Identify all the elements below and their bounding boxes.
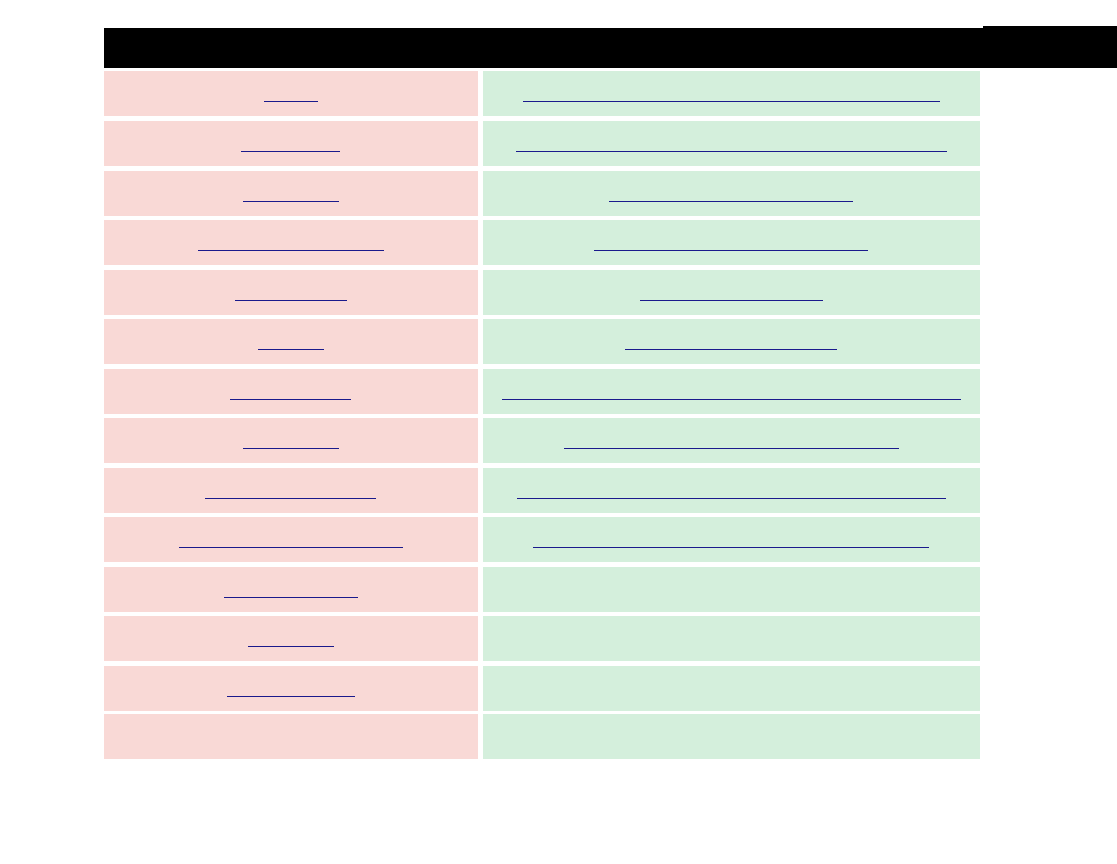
right-cell [483, 714, 980, 759]
left-cell [104, 666, 478, 711]
right-cell [483, 220, 980, 265]
right-cell [483, 666, 980, 711]
link[interactable] [243, 448, 339, 449]
link[interactable] [640, 300, 823, 301]
right-cell [483, 468, 980, 513]
link[interactable] [230, 399, 351, 400]
right-cell [483, 121, 980, 166]
link[interactable] [502, 399, 961, 400]
left-cell [104, 270, 478, 315]
left-cell [104, 714, 478, 759]
link[interactable] [241, 151, 340, 152]
left-cell [104, 220, 478, 265]
right-cell [483, 567, 980, 612]
left-cell [104, 71, 478, 116]
link[interactable] [224, 597, 358, 598]
link[interactable] [205, 498, 376, 499]
left-cell [104, 369, 478, 414]
left-cell [104, 517, 478, 562]
left-cell [104, 171, 478, 216]
left-cell [104, 468, 478, 513]
link[interactable] [516, 151, 947, 152]
right-cell [483, 616, 980, 661]
left-cell [104, 121, 478, 166]
link[interactable] [625, 349, 837, 350]
left-cell [104, 616, 478, 661]
link[interactable] [264, 101, 318, 102]
left-cell [104, 567, 478, 612]
link[interactable] [517, 498, 946, 499]
link[interactable] [227, 696, 355, 697]
link[interactable] [198, 250, 384, 251]
link[interactable] [258, 349, 324, 350]
right-cell [483, 418, 980, 463]
header-corner [983, 26, 1117, 68]
right-cell [483, 71, 980, 116]
link[interactable] [248, 646, 334, 647]
left-cell [104, 319, 478, 364]
link[interactable] [235, 300, 347, 301]
link[interactable] [564, 448, 899, 449]
right-cell [483, 369, 980, 414]
link[interactable] [523, 101, 940, 102]
right-cell [483, 270, 980, 315]
right-cell [483, 319, 980, 364]
right-cell [483, 171, 980, 216]
link[interactable] [179, 547, 403, 548]
link[interactable] [609, 201, 853, 202]
right-cell [483, 517, 980, 562]
header-bar [104, 28, 985, 68]
link[interactable] [594, 250, 868, 251]
link[interactable] [243, 201, 339, 202]
link[interactable] [533, 547, 929, 548]
left-cell [104, 418, 478, 463]
